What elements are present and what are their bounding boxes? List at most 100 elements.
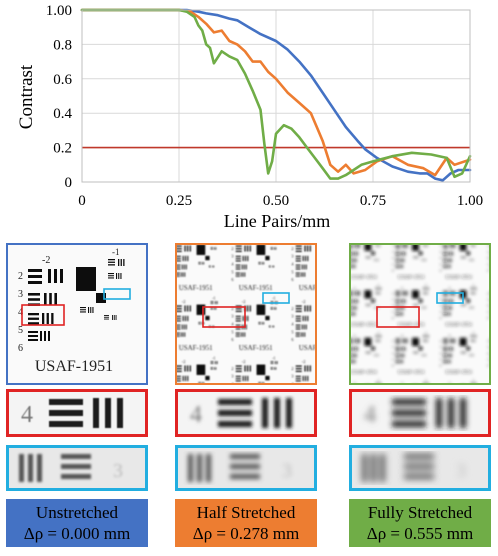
svg-text:3: 3 — [282, 460, 292, 482]
red-zoom-inset: 4 — [6, 389, 148, 437]
caption-delta: Δρ = 0.278 mm — [192, 524, 300, 543]
svg-text:2: 2 — [392, 291, 394, 295]
usaf-target-caption: USAF-1951 — [351, 322, 377, 328]
svg-text:5: 5 — [392, 358, 394, 362]
blue-marker-box — [436, 292, 464, 304]
svg-text:3: 3 — [440, 250, 442, 254]
blue-marker-box — [262, 292, 290, 304]
svg-text:3: 3 — [18, 289, 23, 300]
y-tick-label: 0.6 — [53, 72, 72, 88]
svg-text:4: 4 — [440, 256, 442, 260]
x-tick-label: 0.25 — [166, 193, 192, 209]
blue-zoom-inset: 3 — [6, 445, 148, 491]
svg-text:6: 6 — [440, 364, 442, 368]
svg-text:2: 2 — [231, 246, 233, 251]
svg-text:6: 6 — [392, 364, 394, 368]
svg-text:-1: -1 — [472, 331, 475, 335]
svg-text:3: 3 — [291, 314, 293, 319]
svg-text:5: 5 — [392, 310, 394, 314]
blue-zoom-inset: 3 — [175, 445, 317, 491]
usaf-target-caption: USAF-1951 — [398, 370, 425, 376]
svg-text:3: 3 — [392, 250, 394, 254]
x-tick-labels: 0 0.25 0.50 0.75 1.00 — [78, 193, 483, 209]
x-tick-label: 0.75 — [360, 193, 386, 209]
series-layer — [80, 8, 472, 182]
svg-text:-1: -1 — [377, 331, 380, 335]
plot-frame — [81, 9, 471, 183]
usaf-target-image: 23456-2-1USAF-195123456-2-1USAF-19512345… — [349, 243, 491, 385]
svg-text:-2: -2 — [353, 381, 356, 383]
svg-text:-1: -1 — [377, 378, 380, 382]
usaf-target-image: 23456-2-1USAF-195123456-2-1USAF-19512345… — [175, 243, 317, 385]
svg-text:-2: -2 — [182, 299, 186, 304]
svg-text:-2: -2 — [353, 333, 356, 337]
svg-text:5: 5 — [440, 310, 442, 314]
svg-text:5: 5 — [231, 329, 233, 334]
svg-text:-2: -2 — [400, 286, 403, 290]
svg-text:6: 6 — [487, 364, 489, 368]
svg-text:-2: -2 — [42, 255, 50, 266]
usaf-target-caption: USAF-1951 — [398, 274, 425, 280]
svg-text:6: 6 — [231, 277, 234, 282]
red-inset-drawing: 4 — [364, 398, 466, 428]
svg-text:-1: -1 — [472, 378, 475, 382]
svg-text:-2: -2 — [400, 333, 403, 337]
red-marker-box — [21, 304, 65, 326]
svg-text:4: 4 — [231, 261, 234, 266]
caption-half-stretched: Half Stretched Δρ = 0.278 mm — [175, 499, 317, 547]
svg-text:-1: -1 — [424, 283, 427, 287]
svg-text:6: 6 — [440, 316, 442, 320]
svg-text:6: 6 — [487, 269, 489, 273]
y-tick-label: 0 — [65, 175, 73, 191]
svg-text:4: 4 — [18, 307, 23, 318]
svg-text:3: 3 — [487, 250, 489, 254]
svg-text:5: 5 — [291, 329, 293, 334]
svg-text:2: 2 — [291, 246, 293, 251]
svg-text:2: 2 — [291, 366, 293, 371]
svg-text:4: 4 — [440, 351, 442, 355]
usaf-target-caption: USAF-1951 — [445, 274, 472, 280]
svg-text:4: 4 — [291, 261, 294, 266]
svg-text:3: 3 — [291, 254, 293, 259]
usaf-target-caption: USAF-1951 — [299, 284, 315, 292]
svg-text:-1: -1 — [112, 247, 120, 257]
svg-text:-2: -2 — [182, 359, 186, 364]
caption-label: Unstretched — [35, 503, 119, 522]
usaf-target-drawing: 23456-2-1USAF-195123456-2-1USAF-19512345… — [351, 245, 489, 383]
svg-text:4: 4 — [21, 402, 33, 428]
caption-label: Fully Stretched — [367, 503, 473, 522]
svg-text:3: 3 — [440, 345, 442, 349]
svg-text:-2: -2 — [400, 381, 403, 383]
blue-inset-drawing: 3 — [19, 454, 123, 482]
svg-text:6: 6 — [392, 316, 394, 320]
svg-text:4: 4 — [364, 402, 376, 428]
caption-unstretched: Unstretched Δρ = 0.000 mm — [6, 499, 148, 547]
svg-text:5: 5 — [487, 358, 489, 362]
blue-marker-box — [103, 288, 131, 300]
svg-text:-2: -2 — [353, 286, 356, 290]
svg-text:2: 2 — [18, 271, 23, 282]
svg-text:4: 4 — [487, 351, 489, 355]
svg-text:3: 3 — [392, 345, 394, 349]
svg-text:6: 6 — [291, 277, 294, 282]
red-zoom-inset: 4 — [349, 389, 491, 437]
y-tick-label: 0.8 — [53, 37, 72, 53]
svg-text:6: 6 — [487, 316, 489, 320]
svg-text:4: 4 — [392, 304, 394, 308]
svg-text:6: 6 — [291, 337, 294, 342]
red-inset-drawing: 4 — [190, 398, 292, 428]
svg-text:3: 3 — [113, 460, 123, 482]
blue-inset-drawing: 3 — [188, 454, 292, 482]
svg-text:-1: -1 — [212, 356, 215, 360]
svg-text:3: 3 — [231, 314, 233, 319]
svg-text:2: 2 — [487, 291, 489, 295]
svg-text:-1: -1 — [424, 378, 427, 382]
svg-text:-2: -2 — [302, 359, 306, 364]
svg-text:3: 3 — [440, 298, 442, 302]
y-tick-label: 0.2 — [53, 141, 72, 157]
svg-text:4: 4 — [487, 256, 489, 260]
caption-delta: Δρ = 0.555 mm — [366, 524, 474, 543]
svg-text:3: 3 — [231, 254, 233, 259]
y-tick-label: 0.4 — [53, 106, 72, 122]
svg-text:6: 6 — [18, 343, 23, 354]
